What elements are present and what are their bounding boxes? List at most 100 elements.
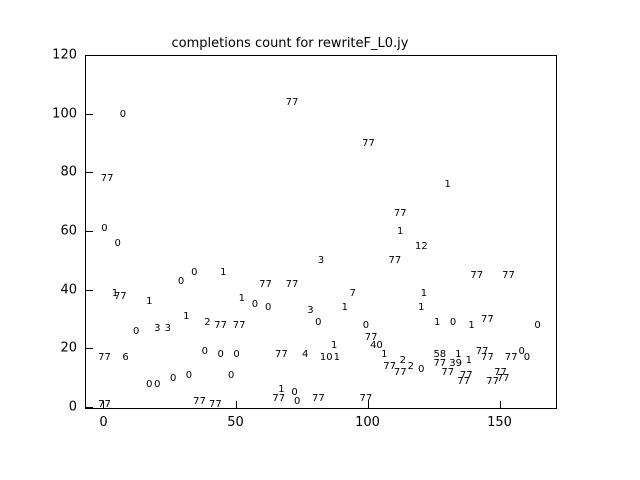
data-point-label: 0 xyxy=(233,349,240,361)
data-point-label: 4 xyxy=(301,349,309,361)
data-point-label: 77 xyxy=(480,314,494,325)
data-point-label: 77 xyxy=(100,173,114,185)
data-point-label: 77 xyxy=(504,352,518,364)
data-point-label: 1 xyxy=(397,226,404,237)
data-point-label: 39 xyxy=(449,358,463,369)
y-axis-tick-label: 40 xyxy=(60,282,77,298)
data-point-label: 1 xyxy=(455,349,462,361)
data-point-label: 3 xyxy=(307,305,314,317)
data-point-label: 0 xyxy=(228,369,235,381)
data-point-label: 1 xyxy=(444,179,451,191)
data-point-label: 3 xyxy=(154,322,161,334)
data-point-label: 77 xyxy=(209,399,222,411)
data-point-label: 77 xyxy=(459,369,473,381)
data-point-label: 0 xyxy=(154,378,161,390)
x-axis-tick-label: 150 xyxy=(487,415,512,430)
data-point-label: 58 xyxy=(433,349,447,361)
data-point-label: 0 xyxy=(114,237,121,249)
data-point-label: 1 xyxy=(111,287,119,299)
data-point-label: 0 xyxy=(523,352,531,364)
x-axis-tick-mark xyxy=(103,401,105,408)
x-axis-tick-label: 0 xyxy=(99,415,108,430)
data-point-label: 0 xyxy=(185,369,193,381)
data-point-label: 1 xyxy=(465,355,473,367)
plot-area: 0 77 77 77 1 77 0 1 0 12 77 3 0 77 77 1 0 77 77 1 77 7 1 1 1 1 0 0 1… xyxy=(85,55,557,411)
data-point-label: 77 xyxy=(98,352,111,364)
y-axis-tick-mark xyxy=(86,289,93,291)
data-point-label: 0 xyxy=(534,319,541,331)
x-axis-tick-mark xyxy=(367,401,369,408)
data-point-label: 77 xyxy=(388,255,402,267)
data-point-label: 77 xyxy=(480,352,494,364)
data-point-label: 77 xyxy=(433,358,447,369)
data-point-label: 1 xyxy=(238,293,245,305)
data-point-label: 77 xyxy=(502,270,515,281)
data-point-label: 77 xyxy=(311,393,325,405)
y-axis-tick-mark xyxy=(86,231,93,232)
data-point-label: 1 xyxy=(433,316,441,328)
data-point-label: 77 xyxy=(393,366,407,378)
data-point-label: 77 xyxy=(383,360,397,372)
y-axis-tick-label: 100 xyxy=(52,106,77,122)
y-axis-tick-mark xyxy=(86,407,93,408)
data-point-label: 77 xyxy=(475,346,489,358)
data-point-label: 2 xyxy=(399,355,407,367)
data-point-label: 7 xyxy=(349,287,356,299)
data-point-label: 77 xyxy=(393,208,407,220)
data-point-label: 0 xyxy=(201,346,208,358)
data-point-label: 77 xyxy=(275,349,288,361)
y-axis-tick-label: 120 xyxy=(52,47,77,63)
data-point-label: 77 xyxy=(285,96,299,108)
data-point-label: 1 xyxy=(381,349,388,361)
data-point-label: 12 xyxy=(414,240,428,252)
data-point-label: 77 xyxy=(364,331,378,343)
data-point-label: 1 xyxy=(333,352,341,364)
y-axis-tick-label: 60 xyxy=(60,223,77,239)
data-point-label: 77 xyxy=(285,278,299,290)
data-point-label: 0 xyxy=(169,372,177,384)
data-point-label: 0 xyxy=(251,299,259,311)
data-point-label: 77 xyxy=(470,270,484,281)
data-point-label: 0 xyxy=(265,302,272,314)
data-point-label: 0 xyxy=(518,346,525,358)
y-axis-tick-label: 20 xyxy=(60,340,77,356)
data-point-label: 0 xyxy=(315,316,322,328)
y-axis-tick-mark xyxy=(86,113,93,115)
data-point-label: 1 xyxy=(146,296,153,308)
data-point-label: 0 xyxy=(362,319,370,331)
x-axis-tick-mark xyxy=(499,401,501,408)
data-point-label: 0 xyxy=(191,267,198,279)
data-point-label: 77 xyxy=(441,366,455,378)
y-axis-tick-label: 0 xyxy=(68,399,77,415)
data-point-label: 1 xyxy=(341,302,348,314)
data-point-label: 1 xyxy=(420,287,428,299)
y-axis-tick-mark xyxy=(86,172,93,174)
x-axis-tick-label: 50 xyxy=(227,415,244,430)
data-point-label: 2 xyxy=(204,316,211,328)
data-point-label: 77 xyxy=(272,393,286,405)
data-point-label: 77 xyxy=(193,396,206,408)
data-point-label: 77 xyxy=(214,319,228,331)
data-point-label: 77 xyxy=(486,375,499,387)
y-axis-tick-mark xyxy=(86,55,93,56)
data-point-label: 1 xyxy=(418,302,425,314)
data-point-label: 1 xyxy=(468,319,475,331)
chart-title: completions count for rewriteF_L0.jy xyxy=(171,36,409,51)
data-point-label: 2 xyxy=(407,360,414,372)
data-point-label: 0 xyxy=(291,387,298,399)
data-point-label: 0 xyxy=(177,275,185,287)
data-point-label: 0 xyxy=(119,108,127,120)
data-point-label: 77 xyxy=(98,399,111,411)
data-point-label: 77 xyxy=(494,366,507,378)
data-point-label: 3 xyxy=(164,322,172,334)
data-point-label: 40 xyxy=(370,340,383,352)
data-point-label: 77 xyxy=(259,278,272,290)
y-axis-tick-label: 80 xyxy=(60,164,77,180)
data-point-label: 0 xyxy=(294,396,301,408)
data-point-label: 77 xyxy=(232,319,246,331)
data-point-label: 10 xyxy=(319,352,333,364)
data-point-label: 3 xyxy=(317,255,325,267)
data-point-label: 0 xyxy=(146,378,153,390)
data-point-label: 0 xyxy=(418,363,425,375)
